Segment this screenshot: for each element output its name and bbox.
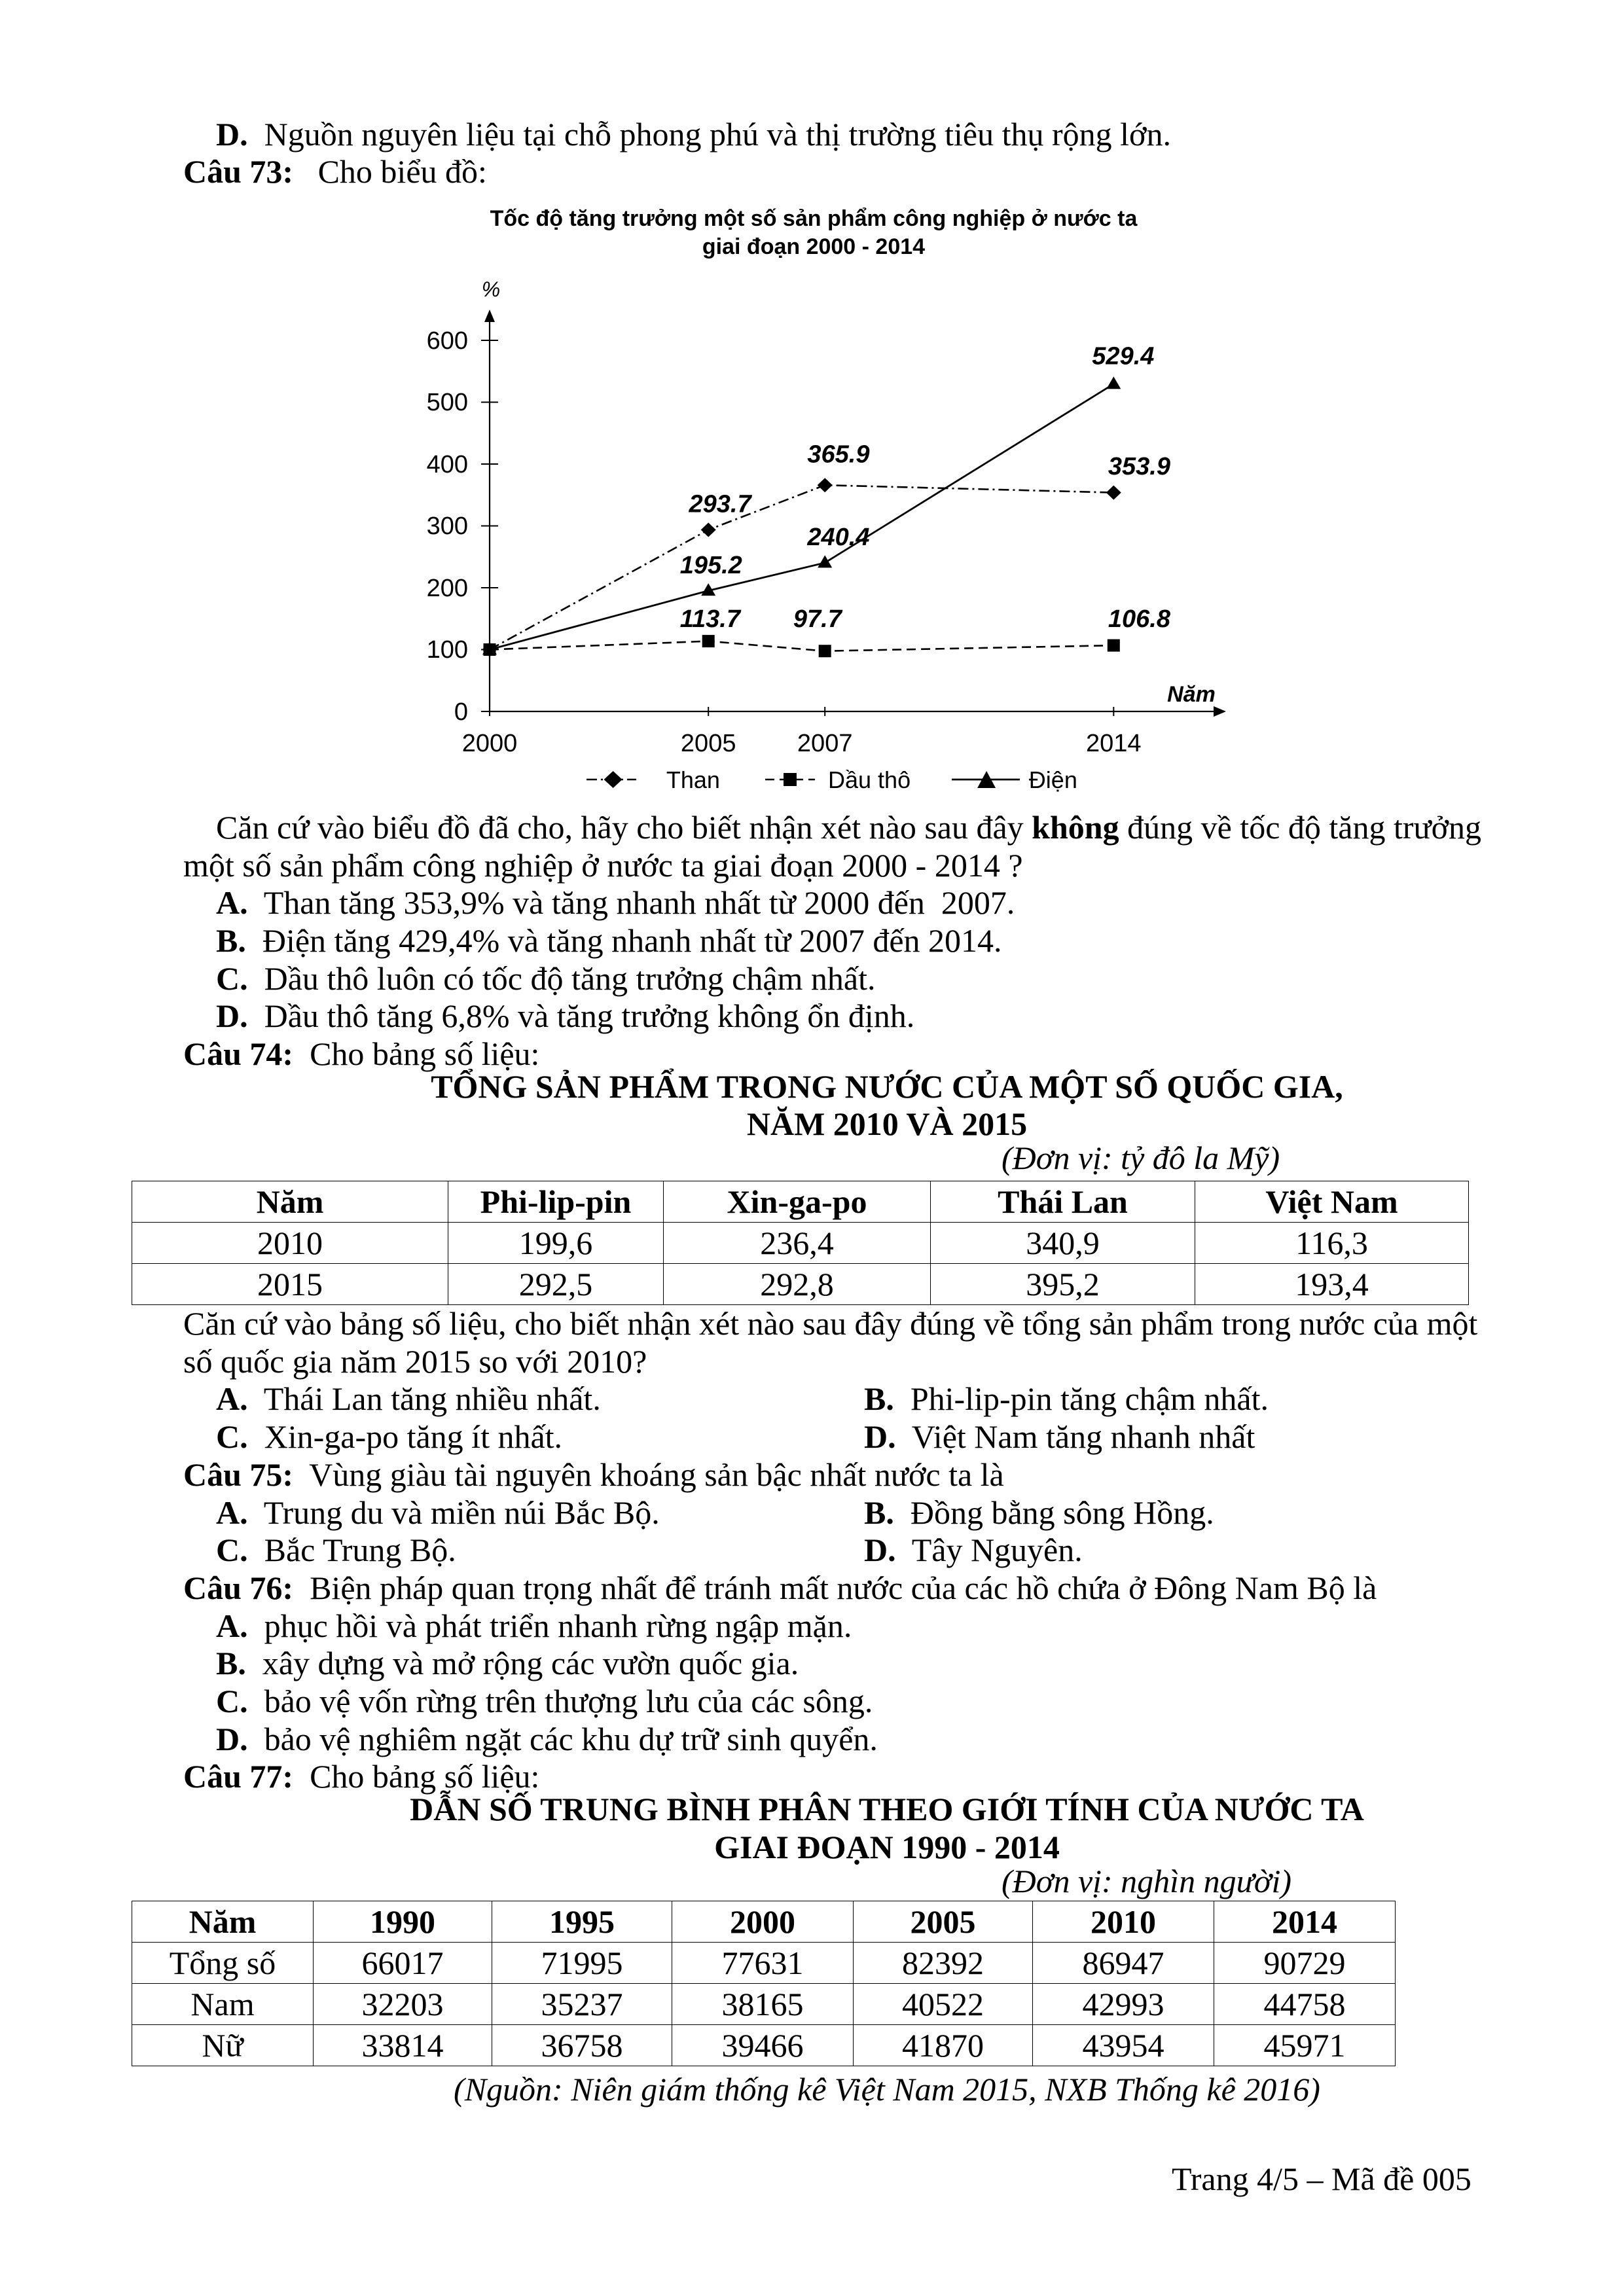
svg-text:106.8: 106.8 (1108, 605, 1171, 633)
svg-text:365.9: 365.9 (807, 441, 869, 469)
svg-text:2005: 2005 (681, 730, 736, 757)
svg-text:240.4: 240.4 (806, 524, 869, 551)
svg-text:529.4: 529.4 (1092, 342, 1154, 370)
svg-text:Điện: Điện (1029, 766, 1077, 793)
svg-text:113.7: 113.7 (680, 605, 742, 633)
svg-text:giai đoạn 2000 - 2014: giai đoạn 2000 - 2014 (702, 234, 925, 259)
svg-text:Dầu thô: Dầu thô (828, 766, 911, 793)
svg-text:2014: 2014 (1086, 730, 1142, 757)
svg-text:Tốc độ tăng trưởng một số sản: Tốc độ tăng trưởng một số sản phẩm công … (490, 206, 1138, 231)
svg-text:293.7: 293.7 (689, 491, 753, 518)
svg-text:Năm: Năm (1167, 682, 1216, 707)
svg-text:300: 300 (427, 512, 468, 540)
svg-text:2000: 2000 (462, 730, 518, 757)
svg-text:400: 400 (427, 451, 468, 478)
svg-text:2007: 2007 (797, 730, 853, 757)
svg-text:600: 600 (427, 327, 468, 355)
svg-text:97.7: 97.7 (793, 605, 843, 633)
svg-text:%: % (482, 278, 500, 301)
svg-text:500: 500 (427, 389, 468, 416)
svg-text:Than: Than (666, 766, 720, 793)
svg-text:195.2: 195.2 (680, 552, 742, 579)
svg-text:353.9: 353.9 (1108, 453, 1170, 480)
svg-text:200: 200 (427, 575, 468, 602)
svg-text:100: 100 (427, 636, 468, 664)
svg-text:0: 0 (454, 698, 468, 726)
